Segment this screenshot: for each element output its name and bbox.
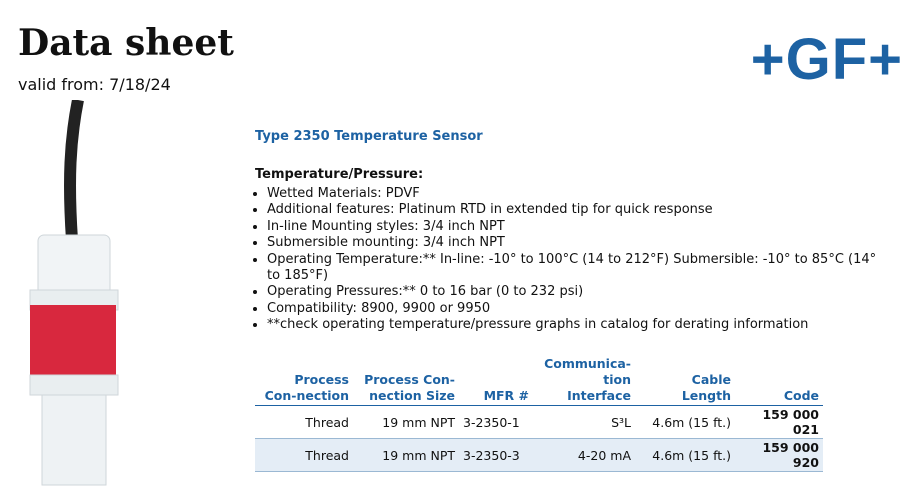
table-cell: Thread bbox=[255, 438, 353, 472]
column-header: Code bbox=[735, 355, 823, 406]
table-cell: 3-2350-3 bbox=[459, 438, 533, 472]
valid-date: valid from: 7/18/24 bbox=[18, 75, 171, 94]
feature-list: Wetted Materials: PDVFAdditional feature… bbox=[250, 186, 887, 334]
feature-item: Operating Pressures:** 0 to 16 bar (0 to… bbox=[267, 284, 887, 300]
table-row: Thread 19 mm NPT 3-2350-3 4-20 mA 4.6m (15 f… bbox=[255, 438, 823, 472]
table-cell: 159 000 920 bbox=[735, 438, 823, 472]
column-header: Cable Length bbox=[635, 355, 735, 406]
feature-item: **check operating temperature/pressure g… bbox=[267, 317, 887, 333]
column-header: Communica-tion Interface bbox=[533, 355, 635, 406]
feature-item: In-line Mounting styles: 3/4 inch NPT bbox=[267, 219, 887, 235]
column-header: Process Con-nection Size bbox=[353, 355, 459, 406]
table-cell: 19 mm NPT bbox=[353, 405, 459, 439]
product-title: Type 2350 Temperature Sensor bbox=[255, 129, 483, 144]
feature-item: Additional features: Platinum RTD in ext… bbox=[267, 202, 887, 218]
section-heading: Temperature/Pressure: bbox=[255, 167, 424, 182]
product-image bbox=[29, 100, 119, 486]
logo: +GF+ bbox=[750, 27, 903, 92]
order-table: Process Con-nection Process Con-nection S… bbox=[255, 355, 823, 472]
table-row: Thread 19 mm NPT 3-2350-1 S³L 4.6m (15 ft.) 1… bbox=[255, 405, 823, 439]
feature-item: Wetted Materials: PDVF bbox=[267, 186, 887, 202]
title: Data sheet bbox=[18, 22, 234, 64]
feature-item: Submersible mounting: 3/4 inch NPT bbox=[267, 235, 887, 251]
table-cell: 4.6m (15 ft.) bbox=[635, 438, 735, 472]
feature-item: Compatibility: 8900, 9900 or 9950 bbox=[267, 301, 887, 317]
table-cell: 19 mm NPT bbox=[353, 438, 459, 472]
table-cell: S³L bbox=[533, 405, 635, 439]
table-cell: 159 000 021 bbox=[735, 405, 823, 439]
column-header: Process Con-nection bbox=[255, 355, 353, 406]
column-header: MFR # bbox=[459, 355, 533, 406]
table-cell: 4.6m (15 ft.) bbox=[635, 405, 735, 439]
table-cell: Thread bbox=[255, 405, 353, 439]
feature-item: Operating Temperature:** In-line: -10° t… bbox=[267, 252, 887, 285]
table-cell: 3-2350-1 bbox=[459, 405, 533, 439]
table-cell: 4-20 mA bbox=[533, 438, 635, 472]
